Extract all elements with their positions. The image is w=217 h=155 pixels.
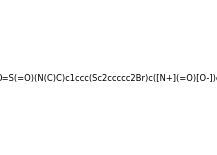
Text: O=S(=O)(N(C)C)c1ccc(Sc2ccccc2Br)c([N+](=O)[O-])c1: O=S(=O)(N(C)C)c1ccc(Sc2ccccc2Br)c([N+](=… xyxy=(0,74,217,83)
